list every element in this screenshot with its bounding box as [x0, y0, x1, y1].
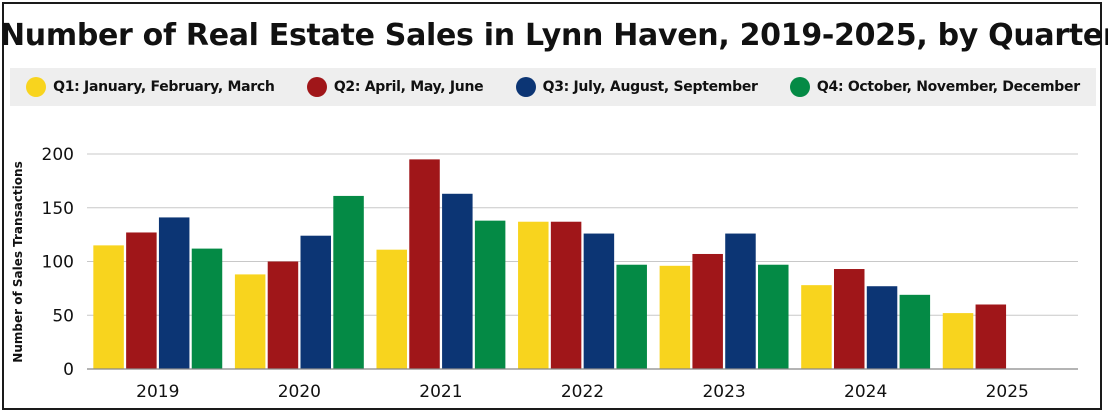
x-tick-label: 2020	[278, 382, 321, 402]
y-tick-label: 150	[42, 199, 74, 219]
bar-2024-q3	[866, 286, 898, 369]
legend-label-q2: Q2: April, May, June	[333, 79, 484, 95]
bar-2019-q3	[158, 217, 190, 369]
y-tick-label: 0	[63, 360, 74, 380]
x-tick-label: 2024	[844, 382, 887, 402]
x-tick-label: 2019	[136, 382, 179, 402]
legend-swatch-q3	[515, 77, 536, 97]
legend-item-q1: Q1: January, February, March	[26, 77, 275, 97]
legend-label-q4: Q4: October, November, December	[816, 79, 1080, 95]
bar-2020-q4	[333, 195, 364, 369]
x-tick-label: 2022	[561, 382, 604, 402]
bar-2022-q1	[518, 221, 549, 369]
bar-2021-q4	[474, 220, 506, 369]
bar-2021-q2	[409, 159, 440, 369]
legend-item-q3: Q3: July, August, September	[515, 77, 758, 97]
x-tick-label: 2025	[986, 382, 1029, 402]
axes: 0 50 100 150 200 2019 2020 2021 2022 2023 2024 2025	[42, 145, 1078, 402]
bar-2025-q2	[975, 304, 1007, 369]
bar-2024-q2	[833, 269, 865, 369]
legend-label-q3: Q3: July, August, September	[542, 79, 758, 95]
bar-2020-q1	[234, 274, 266, 369]
bar-2021-q3	[442, 193, 473, 369]
y-tick-label: 50	[52, 306, 74, 326]
legend-swatch-q1	[26, 77, 47, 97]
y-tick-label: 200	[42, 145, 74, 165]
x-tick-label: 2021	[419, 382, 462, 402]
bar-2019-q1	[93, 245, 124, 369]
legend-swatch-q4	[789, 77, 810, 97]
bar-2021-q1	[376, 249, 407, 369]
bar-2019-q2	[126, 232, 157, 369]
bar-2024-q1	[801, 285, 832, 369]
bar-2025-q1	[942, 313, 974, 369]
legend-swatch-q2	[306, 77, 327, 97]
bar-2020-q3	[300, 235, 332, 369]
x-tick-label: 2023	[702, 382, 745, 402]
y-axis-label: Number of Sales Transactions	[11, 161, 25, 362]
bar-2023-q2	[692, 253, 723, 369]
bar-2024-q4	[899, 294, 931, 369]
bar-2022-q4	[616, 264, 647, 369]
bar-2023-q3	[725, 233, 756, 369]
bar-2023-q4	[758, 264, 789, 369]
legend: Q1: January, February, March Q2: April, …	[10, 68, 1096, 106]
bar-2022-q2	[550, 221, 582, 369]
bars	[93, 159, 1007, 369]
y-tick-label: 100	[42, 253, 74, 273]
bar-2022-q3	[583, 233, 615, 369]
chart-title: Number of Real Estate Sales in Lynn Have…	[0, 18, 1108, 53]
legend-item-q2: Q2: April, May, June	[306, 77, 484, 97]
bar-2023-q1	[659, 265, 691, 369]
legend-item-q4: Q4: October, November, December	[789, 77, 1080, 97]
bar-2020-q2	[267, 261, 299, 369]
bar-2019-q4	[191, 248, 223, 369]
legend-label-q1: Q1: January, February, March	[53, 79, 275, 95]
